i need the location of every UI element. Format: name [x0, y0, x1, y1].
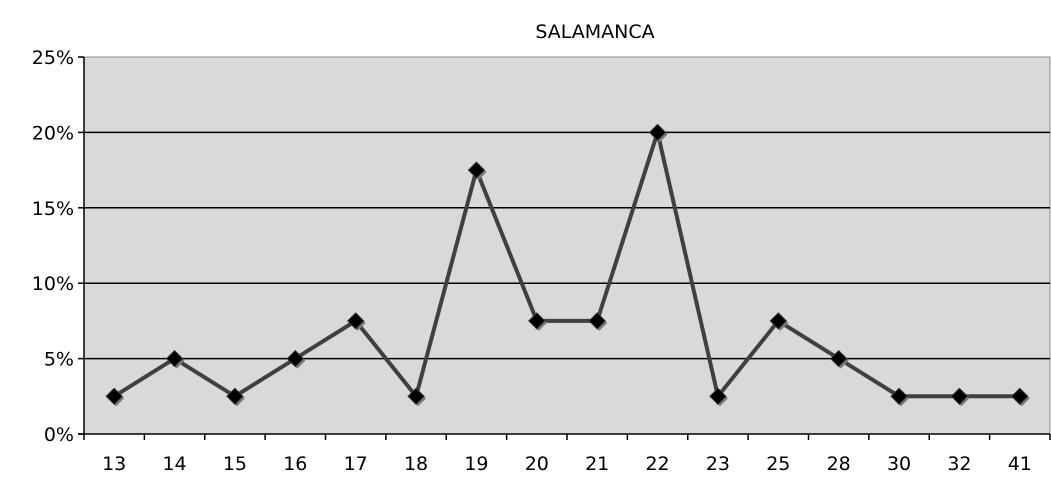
- series-line: [113, 124, 1020, 401]
- data-point-marker: [286, 349, 305, 368]
- y-tick-label: 10%: [32, 273, 74, 295]
- data-point-marker: [407, 387, 425, 406]
- y-tick-label: 15%: [32, 198, 74, 220]
- x-tick-label: 22: [645, 453, 669, 475]
- x-axis-ticks: 13 14 15 16 17 18 19 20 21 22 23 25 28 30 32 41: [83, 434, 1051, 475]
- data-point-marker: [165, 349, 184, 368]
- x-tick-label: 17: [344, 453, 368, 475]
- x-tick-label: 21: [585, 453, 609, 475]
- y-tick-label: 25%: [32, 47, 74, 69]
- x-tick-label: 23: [706, 453, 730, 475]
- axes: [78, 57, 1050, 435]
- x-tick-label: 18: [404, 453, 428, 475]
- y-axis-ticks: 0% 5% 10% 15% 20% 25%: [32, 47, 84, 446]
- data-point-marker: [950, 387, 969, 406]
- y-tick-label: 5%: [44, 349, 74, 371]
- x-tick-label: 13: [102, 453, 126, 475]
- data-point-marker: [648, 123, 667, 142]
- data-point-marker: [769, 312, 788, 330]
- data-point-marker: [588, 312, 606, 330]
- data-point-marker: [528, 312, 546, 330]
- x-tick-label: 30: [887, 453, 911, 475]
- x-tick-label: 14: [162, 453, 186, 475]
- x-tick-label: 19: [464, 453, 488, 475]
- data-point-marker: [890, 387, 908, 406]
- data-point-marker: [829, 349, 848, 368]
- chart-title: SALAMANCA: [535, 21, 654, 43]
- x-tick-label: 25: [766, 453, 790, 475]
- x-tick-label: 28: [827, 453, 851, 475]
- x-tick-label: 15: [223, 453, 247, 475]
- x-tick-label: 20: [525, 453, 549, 475]
- y-tick-label: 0%: [44, 424, 74, 446]
- data-point-marker: [467, 161, 486, 179]
- gridlines: [84, 56, 1050, 360]
- x-tick-label: 41: [1008, 453, 1032, 475]
- data-point-marker: [1011, 387, 1029, 406]
- plot-area: [83, 56, 1051, 435]
- series-layer: [105, 123, 1030, 407]
- y-tick-label: 20%: [32, 122, 74, 144]
- x-tick-label: 32: [947, 453, 971, 475]
- data-point-marker: [709, 387, 727, 406]
- data-point-marker: [105, 387, 123, 406]
- data-point-marker: [226, 387, 244, 406]
- x-tick-label: 16: [283, 453, 307, 475]
- data-point-marker: [346, 312, 365, 330]
